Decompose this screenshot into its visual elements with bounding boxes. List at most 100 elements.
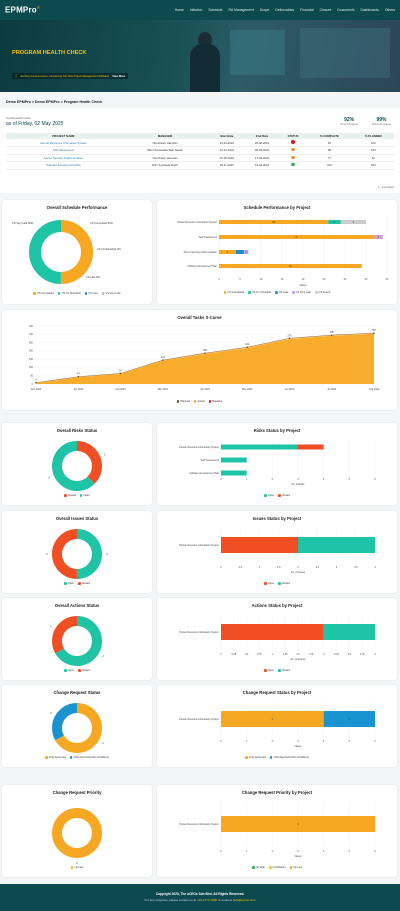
col-header[interactable]: STATUS xyxy=(279,133,307,139)
schedule-bar-chart: 0 5 10 15 20 25 30 35 40 Values Human Resource Inf… xyxy=(177,216,389,287)
nav-closure[interactable]: Closure xyxy=(319,8,332,12)
view-more-link[interactable]: View More xyxy=(112,74,126,78)
col-header[interactable]: Start Date xyxy=(209,133,245,139)
legend-item: Closed xyxy=(278,582,290,585)
table-row[interactable]: Human Resource Information System Noorhi… xyxy=(6,139,394,147)
project-name-link[interactable]: Human Resource Information System xyxy=(6,139,121,147)
x-tick: 0 xyxy=(220,478,222,481)
category-label: Human Resource Information System xyxy=(179,544,219,547)
table-row[interactable]: Server Security Implementation Noorhisam… xyxy=(6,154,394,162)
slice xyxy=(52,616,102,666)
manager-cell: Rohi Syuhaida Rodzi xyxy=(120,161,210,170)
col-header[interactable]: End Date xyxy=(244,133,280,139)
col-header[interactable]: % PLANNED xyxy=(352,133,394,139)
hero-banner: PROGRAM HEALTH CHECK ⓘ Exciting Announce… xyxy=(0,20,400,92)
panel-actions-project: Actions Status by Project 0 0.25 0.5 0.75 1 1.… xyxy=(157,598,397,680)
category-label: SAP Assessment xyxy=(201,459,220,462)
x-tick: 1 xyxy=(246,478,248,481)
bar-segment xyxy=(221,624,324,640)
donut-chart: 35 xyxy=(49,441,106,491)
legend: Planned Actual Baseline xyxy=(2,400,397,403)
nav-others[interactable]: Others xyxy=(384,8,395,12)
y-tick: 350 xyxy=(29,325,34,328)
panel-title: Overall Actions Status xyxy=(54,603,100,608)
bar-segment xyxy=(219,220,329,224)
legend-item: CS On Schedule xyxy=(57,292,81,295)
manager-cell: Noorhisam Hamdan xyxy=(120,139,210,147)
x-axis-label: No. of Risks xyxy=(292,483,306,486)
legend-item: CS Very Late xyxy=(101,292,121,295)
nav-dashboards[interactable]: Dashboards xyxy=(360,8,379,12)
phone-link[interactable]: +03-2773 1880 xyxy=(196,898,218,902)
status-dot xyxy=(291,148,295,152)
nav-initiation[interactable]: Initiation xyxy=(189,8,203,12)
nav-schedule[interactable]: Schedule xyxy=(208,8,223,12)
legend-item: Actual xyxy=(193,400,205,403)
nav-ra-management[interactable]: RA Management xyxy=(228,8,254,12)
start-date-cell: 22-01-2024 xyxy=(209,146,245,155)
project-name-link[interactable]: Server Security Implementation xyxy=(6,154,121,162)
start-date-cell: 16-03-2024 xyxy=(209,139,245,147)
category-label: Software Development Plan xyxy=(187,265,217,268)
bar-chart: 0 0.25 0.5 0.75 1 1.25 1.5 1.75 2 2.25 2.5 2.75 3 No.… xyxy=(179,614,376,661)
data-point xyxy=(204,352,206,354)
bar-value: 4 xyxy=(272,718,274,721)
legend-item: Baseline xyxy=(208,400,222,403)
project-name-link[interactable]: SAP Assessment xyxy=(6,146,121,155)
complete-cell: 77 xyxy=(306,154,353,162)
status-cell xyxy=(279,154,307,162)
data-label: 276 xyxy=(288,334,293,337)
slice-label: CS Completed 50% xyxy=(90,221,113,225)
nav-deliverables[interactable]: Deliverables xyxy=(275,8,295,12)
nav-financial[interactable]: Financial xyxy=(300,8,314,12)
y-tick: 300 xyxy=(29,333,34,336)
x-tick: 0 xyxy=(218,278,220,281)
project-name-link[interactable]: Software Development Plan xyxy=(6,161,121,170)
x-tick: 2.75 xyxy=(360,653,365,656)
x-tick: 4 xyxy=(323,850,325,853)
legend: (1) High (2) Medium (3) Low xyxy=(157,866,397,869)
legend: Open Closed xyxy=(157,669,397,672)
table-row[interactable]: SAP Assessment Wan Nurrazwida Wan Nasrin… xyxy=(6,146,394,155)
col-header[interactable]: % COMPLETE xyxy=(306,133,353,139)
x-tick: 2 xyxy=(323,653,325,656)
x-tick: 1 xyxy=(259,566,261,569)
x-axis-label: Values xyxy=(294,745,302,748)
nav-home[interactable]: Home xyxy=(174,8,184,12)
x-tick: 5 xyxy=(349,850,351,853)
y-tick: 50 xyxy=(30,375,33,378)
panel-title: Overall Tasks S-Curve xyxy=(177,315,222,320)
bar-segment xyxy=(328,220,341,224)
x-tick: 5 xyxy=(349,740,351,743)
app-logo[interactable]: EPMPro® xyxy=(5,5,41,15)
top-nav-bar: EPMPro® Home Initiation Schedule RA Mana… xyxy=(0,0,400,20)
kpi-planned: 99% Planned Progress xyxy=(372,117,391,126)
x-axis-label: No. of Issues xyxy=(291,571,306,574)
end-date-cell: 19-03-2024 xyxy=(244,161,280,170)
legend: (CS) Approved (CD) Approved with Conditio… xyxy=(2,756,152,759)
data-point xyxy=(246,346,249,349)
panel-crp-overall: Change Request Priority 6 (3) Low xyxy=(2,785,152,877)
slice-value: 5 xyxy=(49,475,51,479)
panel-crp-project: Change Request Priority by Project 0 1 2 3 4 5… xyxy=(157,785,397,877)
legend-item: CS Completed xyxy=(33,292,54,295)
x-tick: 1.5 xyxy=(277,566,281,569)
status-dot xyxy=(291,140,295,144)
legend-item: CS On Schedule xyxy=(248,291,271,294)
bar-segment xyxy=(221,537,298,553)
x-tick: 30 xyxy=(344,278,347,281)
data-point xyxy=(330,334,333,336)
panel-issues-project: Issues Status by Project 0 0.5 1 1.5 2 2.5 3 3.5… xyxy=(157,511,397,593)
x-tick: 4 xyxy=(323,740,325,743)
col-header[interactable]: MANAGER xyxy=(120,133,210,139)
table-row[interactable]: Software Development Plan Rohi Syuhaida … xyxy=(6,161,394,170)
category-label: SAP Assessment xyxy=(199,236,218,239)
slice-very-late xyxy=(29,220,93,284)
nav-documents[interactable]: Documents xyxy=(337,8,355,12)
panel-risks-overall: Overall Risks Status 3 5 Closed Open xyxy=(2,423,152,505)
email-link[interactable]: help@epmo.com xyxy=(232,898,256,902)
nav-scope[interactable]: Scope xyxy=(259,8,270,12)
col-header[interactable]: PROJECT NAME xyxy=(6,133,121,139)
slice-label: CS On Schedule 0% xyxy=(97,247,121,251)
bar-value: 37 xyxy=(295,236,298,239)
